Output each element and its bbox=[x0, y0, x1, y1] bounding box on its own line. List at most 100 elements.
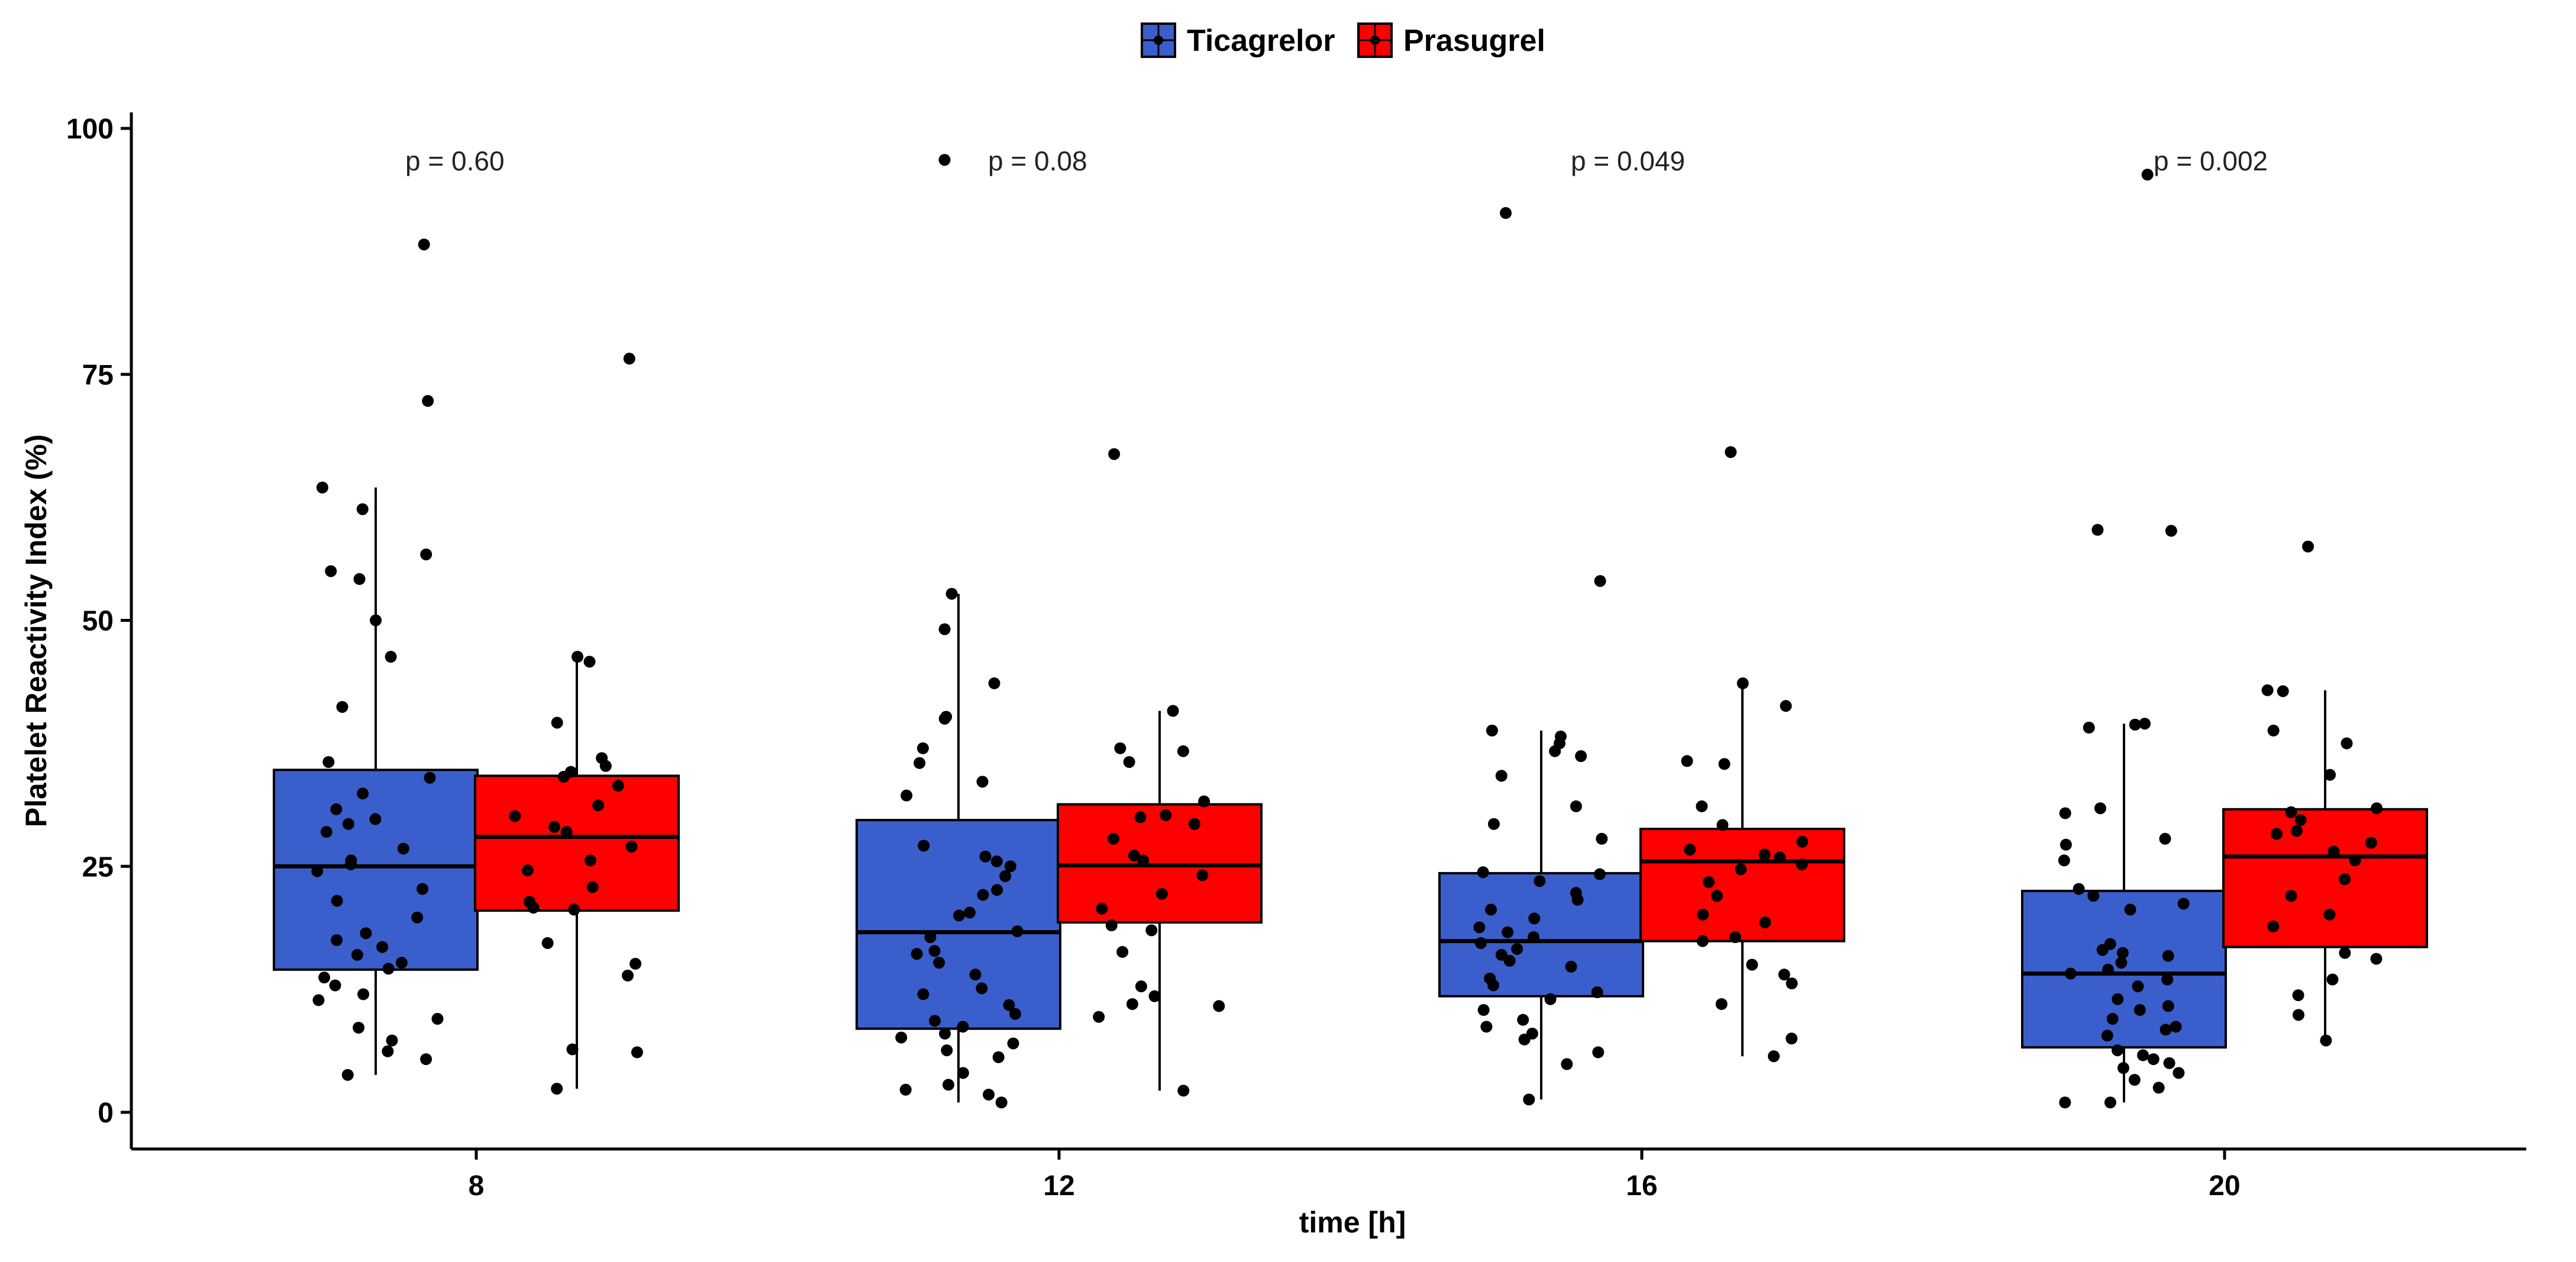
data-point-prasugrel bbox=[2285, 890, 2297, 902]
data-point-prasugrel bbox=[2371, 802, 2383, 815]
data-point-ticagrelor bbox=[976, 982, 988, 995]
data-point-prasugrel bbox=[2292, 1009, 2304, 1021]
box-prasugrel bbox=[474, 774, 680, 912]
data-point-ticagrelor bbox=[963, 906, 976, 919]
data-point-ticagrelor bbox=[376, 941, 389, 953]
data-point-ticagrelor bbox=[2112, 1044, 2124, 1057]
data-point-ticagrelor bbox=[895, 1031, 908, 1044]
data-point-prasugrel bbox=[1196, 869, 1209, 882]
data-point-prasugrel bbox=[1736, 677, 1749, 689]
data-point-ticagrelor bbox=[1561, 1058, 1573, 1070]
data-point-ticagrelor bbox=[312, 994, 325, 1006]
data-point-prasugrel bbox=[586, 881, 599, 893]
data-point-ticagrelor bbox=[1473, 921, 1486, 934]
data-point-prasugrel bbox=[592, 799, 605, 812]
data-point-ticagrelor bbox=[385, 651, 397, 663]
legend-label-prasugrel: Prasugrel bbox=[1403, 24, 1545, 58]
data-point-prasugrel bbox=[2365, 837, 2377, 849]
data-point-ticagrelor bbox=[1571, 893, 1584, 906]
data-point-ticagrelor bbox=[1528, 931, 1540, 943]
data-point-prasugrel bbox=[1796, 835, 1809, 848]
data-point-prasugrel bbox=[625, 840, 638, 853]
data-point-ticagrelor bbox=[957, 1021, 969, 1033]
data-point-prasugrel bbox=[1684, 843, 1696, 856]
data-point-ticagrelor bbox=[330, 803, 343, 815]
data-point-ticagrelor bbox=[422, 395, 434, 407]
data-point-prasugrel bbox=[1715, 998, 1728, 1011]
y-tick-label: 25 bbox=[82, 851, 114, 883]
data-point-ticagrelor bbox=[2102, 963, 2115, 976]
data-point-ticagrelor bbox=[395, 957, 408, 969]
data-point-ticagrelor bbox=[1517, 1014, 1529, 1026]
data-point-ticagrelor bbox=[916, 742, 929, 754]
data-point-ticagrelor bbox=[411, 911, 424, 924]
data-point-ticagrelor bbox=[979, 850, 992, 863]
data-point-prasugrel bbox=[1696, 800, 1708, 812]
data-point-ticagrelor bbox=[2096, 944, 2109, 956]
data-point-ticagrelor bbox=[1009, 1008, 1021, 1020]
data-point-prasugrel bbox=[1134, 811, 1147, 824]
data-point-ticagrelor bbox=[342, 818, 354, 830]
data-point-ticagrelor bbox=[913, 757, 926, 769]
data-point-ticagrelor bbox=[386, 1034, 398, 1047]
data-point-ticagrelor bbox=[2159, 1024, 2172, 1036]
data-point-ticagrelor bbox=[1474, 937, 1487, 949]
data-point-prasugrel bbox=[1778, 969, 1790, 981]
data-point-ticagrelor bbox=[899, 1083, 912, 1096]
data-point-prasugrel bbox=[623, 353, 635, 365]
data-point-ticagrelor bbox=[2073, 883, 2085, 895]
data-point-prasugrel bbox=[2285, 806, 2297, 818]
legend: Ticagrelor Prasugrel bbox=[1141, 22, 1545, 58]
data-point-ticagrelor bbox=[370, 614, 382, 627]
data-point-ticagrelor bbox=[329, 979, 341, 992]
box-ticagrelor bbox=[273, 769, 479, 971]
data-point-ticagrelor bbox=[1487, 979, 1500, 992]
data-point-ticagrelor bbox=[2115, 957, 2128, 969]
p-value-label: p = 0.08 bbox=[988, 146, 1087, 176]
legend-key-point bbox=[1154, 35, 1163, 45]
data-point-prasugrel bbox=[2370, 953, 2383, 965]
boxes-layer bbox=[273, 487, 2428, 1103]
data-point-ticagrelor bbox=[988, 677, 1000, 689]
data-point-ticagrelor bbox=[417, 883, 429, 895]
data-point-ticagrelor bbox=[311, 865, 324, 877]
data-point-ticagrelor bbox=[382, 963, 395, 975]
data-point-ticagrelor bbox=[2106, 1013, 2119, 1025]
data-point-prasugrel bbox=[1155, 887, 1168, 900]
data-point-ticagrelor bbox=[1596, 832, 1608, 845]
data-point-ticagrelor bbox=[322, 756, 335, 768]
y-tick-label: 0 bbox=[98, 1098, 114, 1129]
data-point-ticagrelor bbox=[1495, 770, 1507, 782]
data-point-ticagrelor bbox=[2087, 890, 2100, 902]
data-point-prasugrel bbox=[1786, 977, 1798, 990]
data-point-prasugrel bbox=[2261, 684, 2274, 696]
data-point-prasugrel bbox=[1796, 858, 1808, 870]
data-point-ticagrelor bbox=[316, 481, 328, 493]
data-point-ticagrelor bbox=[918, 840, 930, 852]
data-point-prasugrel bbox=[541, 937, 554, 949]
data-point-ticagrelor bbox=[2137, 1049, 2149, 1061]
data-point-ticagrelor bbox=[2058, 854, 2070, 867]
data-point-ticagrelor bbox=[1480, 1021, 1493, 1033]
data-point-ticagrelor bbox=[2059, 1096, 2071, 1109]
data-point-prasugrel bbox=[1759, 916, 1771, 929]
data-point-ticagrelor bbox=[1004, 860, 1016, 873]
data-point-ticagrelor bbox=[2141, 169, 2154, 181]
data-point-prasugrel bbox=[1188, 818, 1200, 830]
data-point-ticagrelor bbox=[957, 1067, 969, 1079]
data-point-ticagrelor bbox=[369, 813, 382, 825]
box-ticagrelor bbox=[2021, 889, 2227, 1049]
data-point-ticagrelor bbox=[995, 1096, 1008, 1109]
data-point-prasugrel bbox=[1107, 832, 1119, 845]
data-point-prasugrel bbox=[1160, 809, 1172, 821]
data-point-ticagrelor bbox=[2104, 1096, 2116, 1109]
data-point-ticagrelor bbox=[2064, 967, 2077, 980]
data-point-ticagrelor bbox=[2124, 903, 2136, 916]
data-point-prasugrel bbox=[1135, 980, 1147, 993]
data-point-ticagrelor bbox=[1477, 1004, 1490, 1016]
data-point-prasugrel bbox=[1786, 1032, 1798, 1045]
data-point-prasugrel bbox=[2323, 908, 2336, 921]
data-point-prasugrel bbox=[1758, 848, 1771, 861]
data-point-ticagrelor bbox=[418, 238, 430, 251]
